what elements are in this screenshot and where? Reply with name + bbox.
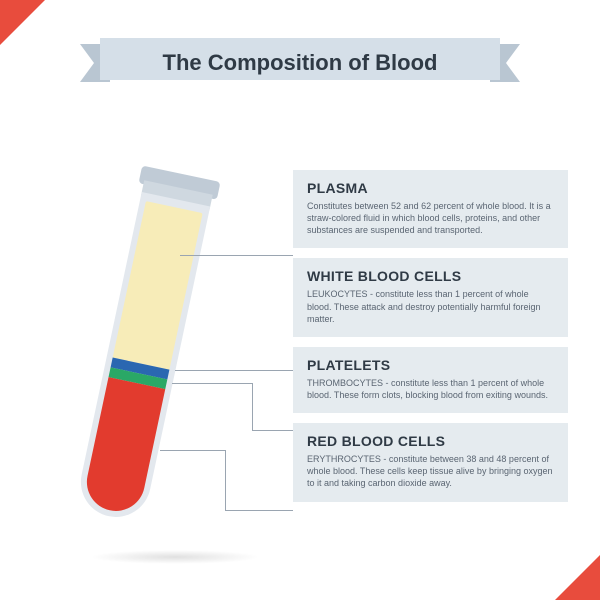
tube-glass — [74, 192, 210, 523]
info-title: PLATELETS — [307, 357, 554, 373]
info-body: THROMBOCYTES - constitute less than 1 pe… — [307, 377, 554, 401]
info-body: Constitutes between 52 and 62 percent of… — [307, 200, 554, 236]
layer-rbc — [81, 377, 165, 516]
info-body: LEUKOCYTES - constitute less than 1 perc… — [307, 288, 554, 324]
info-column: PLASMA Constitutes between 52 and 62 per… — [293, 170, 568, 502]
info-title: RED BLOOD CELLS — [307, 433, 554, 449]
leader-line-plate-h2 — [252, 430, 293, 431]
info-body: ERYTHROCYTES - constitute between 38 and… — [307, 453, 554, 489]
info-box-wbc: WHITE BLOOD CELLS LEUKOCYTES - constitut… — [293, 258, 568, 336]
leader-line-rbc-v — [225, 450, 226, 510]
leader-line-rbc-h2 — [225, 510, 293, 511]
info-box-rbc: RED BLOOD CELLS ERYTHROCYTES - constitut… — [293, 423, 568, 501]
leader-line-rbc-h — [160, 450, 225, 451]
tube-shadow — [90, 550, 260, 564]
info-title: PLASMA — [307, 180, 554, 196]
corner-accent-bottom-right — [555, 555, 600, 600]
info-box-plate: PLATELETS THROMBOCYTES - constitute less… — [293, 347, 568, 413]
leader-line-wbc — [175, 370, 293, 371]
info-title: WHITE BLOOD CELLS — [307, 268, 554, 284]
test-tube-icon — [74, 167, 215, 524]
info-box-plasma: PLASMA Constitutes between 52 and 62 per… — [293, 170, 568, 248]
page-title: The Composition of Blood — [163, 50, 438, 76]
leader-line-plasma — [180, 255, 293, 256]
leader-line-plate-v — [252, 383, 253, 430]
title-banner: The Composition of Blood — [80, 38, 520, 88]
corner-accent-top-left — [0, 0, 45, 45]
leader-line-plate-h — [172, 383, 252, 384]
layer-plasma — [113, 201, 203, 370]
